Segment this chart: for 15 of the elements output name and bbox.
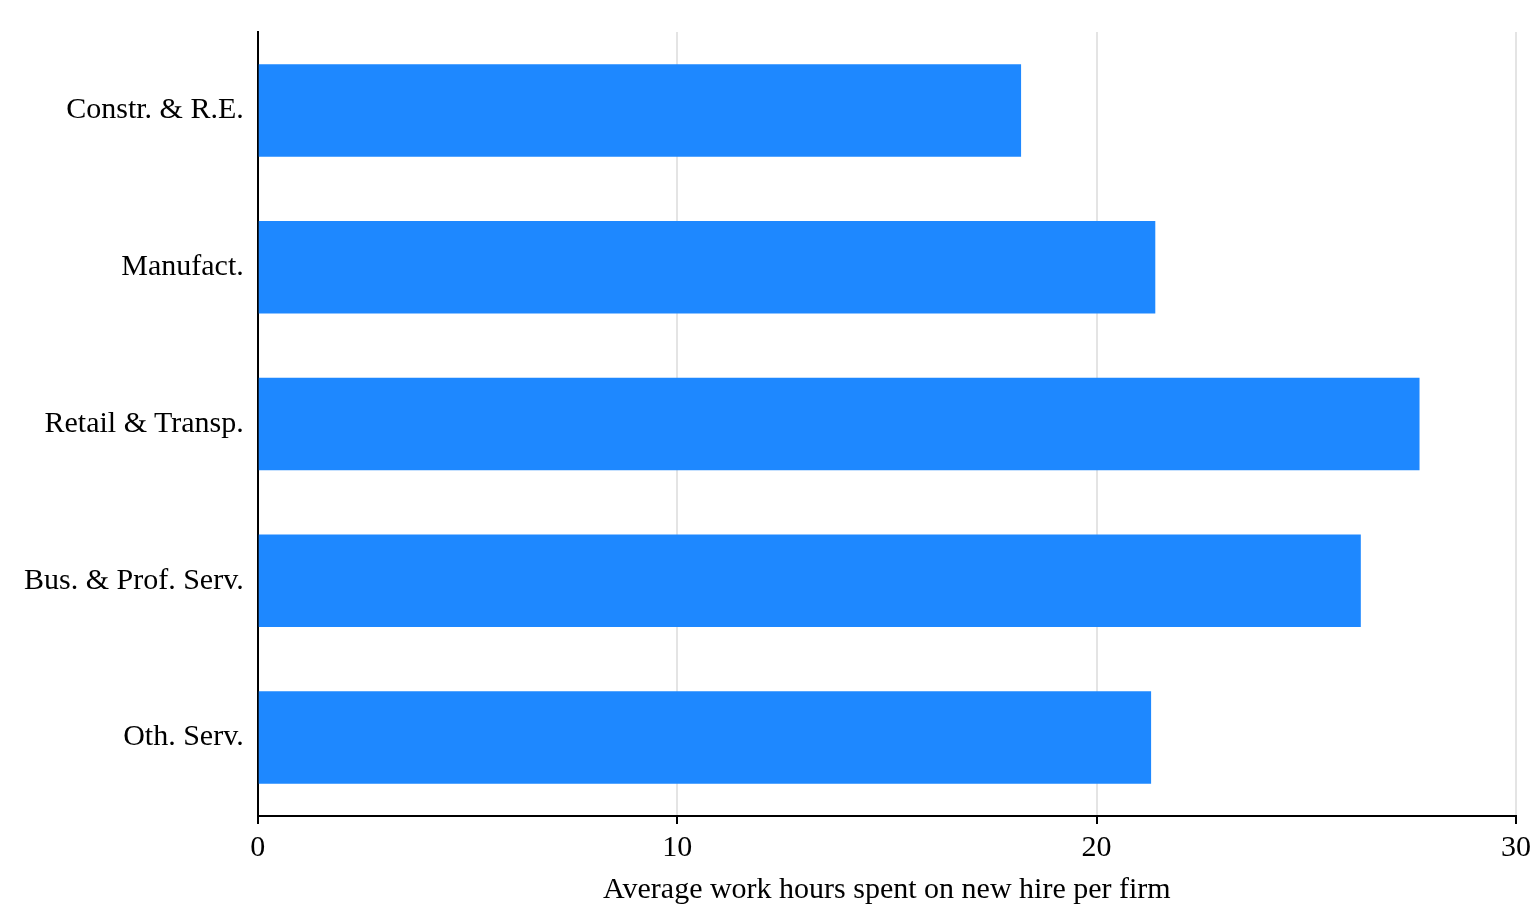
y-tick-label: Manufact.	[121, 248, 244, 282]
bar	[258, 64, 1022, 157]
x-tick-label: 30	[1501, 828, 1531, 862]
x-tick-label: 10	[662, 828, 693, 862]
bar	[258, 691, 1152, 784]
y-tick-label: Retail & Transp.	[44, 404, 244, 438]
bar	[258, 534, 1361, 628]
y-tick-label: Constr. & R.E.	[66, 91, 244, 125]
bar	[258, 220, 1156, 314]
x-tick-label: 20	[1081, 828, 1112, 862]
bar	[258, 377, 1420, 471]
x-tick-label: 0	[250, 828, 266, 862]
y-tick-label: Bus. & Prof. Serv.	[23, 561, 244, 595]
x-axis-title: Average work hours spent on new hire per firm	[603, 870, 1171, 904]
y-tick-label: Oth. Serv.	[123, 718, 244, 752]
